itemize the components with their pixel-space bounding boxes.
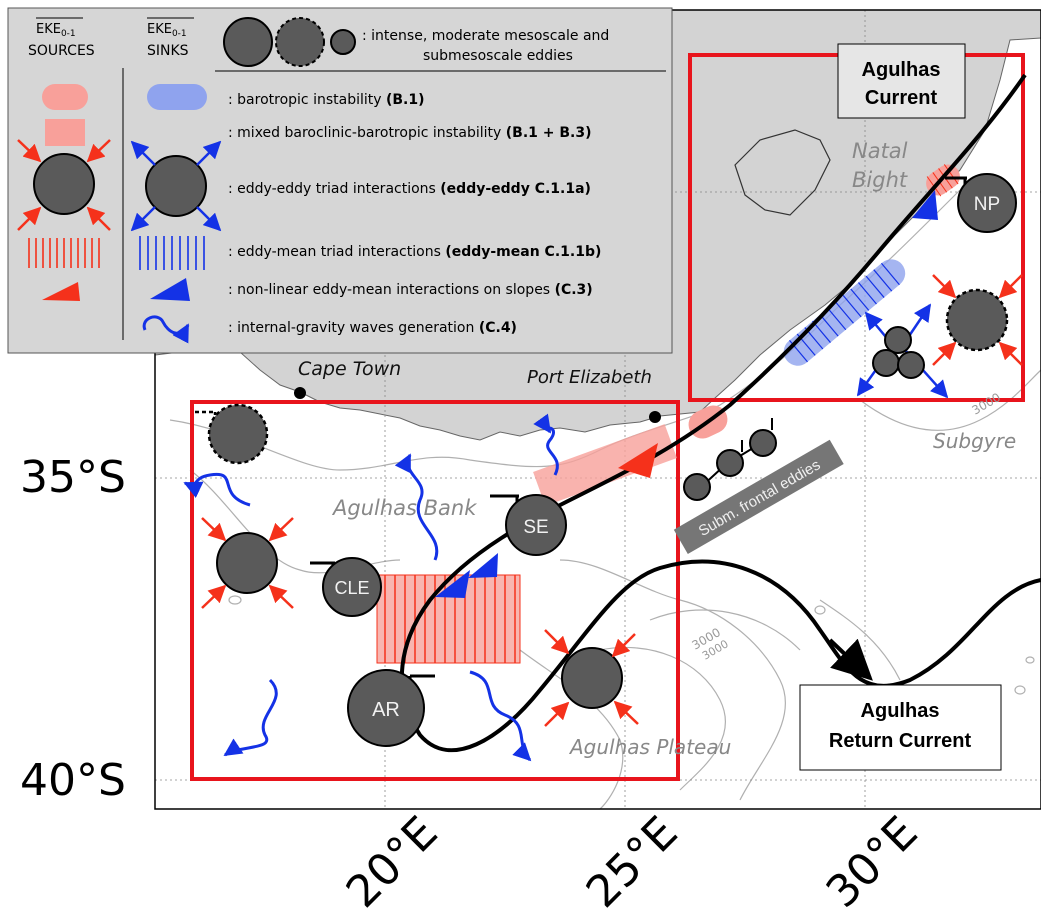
- lon-label-20e: 20°E: [337, 807, 448, 918]
- lat-label-35s: 35°S: [20, 452, 126, 503]
- legend-sink-slope-icon: [150, 278, 190, 301]
- slope-source-triangle: [618, 443, 658, 478]
- label-natal: Natal: [852, 139, 908, 163]
- moderate-eddy-natal: [932, 274, 1023, 366]
- eddy-np-label: NP: [974, 194, 1000, 215]
- lesotho-outline: [734, 129, 831, 216]
- label-port-elizabeth: Port Elizabeth: [527, 367, 652, 388]
- eddy-ar: AR: [347, 669, 435, 747]
- eddy-np: NP: [945, 173, 1017, 233]
- lat-label-40s: 40°S: [20, 755, 126, 806]
- legend-sink-eddy-mean-icon: [139, 236, 205, 270]
- legend-moderate-eddy-icon: [275, 17, 325, 67]
- legend-row-barotropic: : barotropic instability (B.1): [228, 92, 425, 108]
- sources-header-label: SOURCES: [28, 43, 95, 59]
- slope-sink-triangle-ar-2: [468, 553, 498, 578]
- agulhas-current-label-box: Agulhas Current: [837, 43, 966, 119]
- legend-row-waves: : internal-gravity waves generation (C.4…: [228, 320, 517, 336]
- legend-sink-triad-icon: [130, 140, 222, 232]
- internal-wave-4: [223, 678, 278, 757]
- slope-sink-triangle-ar-1: [435, 570, 470, 598]
- internal-waves: [183, 413, 559, 762]
- legend-source-barotropic-icon: [42, 84, 88, 110]
- lon-label-25e: 25°E: [577, 807, 688, 918]
- legend-intense-eddy-icon: [223, 17, 273, 67]
- legend-eddy-types-line1: : intense, moderate mesoscale and: [362, 28, 609, 44]
- eddy-ar-label: AR: [372, 699, 400, 721]
- legend-submeso-eddy-icon: [330, 29, 356, 55]
- internal-wave-5: [469, 670, 532, 762]
- agulhas-return-current-label-box: Agulhas Return Current: [799, 684, 1002, 771]
- agulhas-current-line2: Current: [865, 87, 938, 109]
- sinks-header-eke: EKE0-1: [147, 22, 187, 39]
- legend-row-eddy-mean: : eddy-mean triad interactions (eddy-mea…: [228, 244, 601, 260]
- internal-wave-3: [394, 453, 439, 561]
- moderate-eddy-southwest: [195, 403, 269, 465]
- region-box-retroflection: [190, 400, 680, 781]
- triad-eddies-natal: [856, 303, 949, 399]
- label-bight: Bight: [852, 168, 908, 192]
- label-agulhas-bank: Agulhas Bank: [331, 496, 477, 520]
- return-current-line2: Return Current: [829, 730, 972, 752]
- eddy-cle: CLE: [310, 557, 382, 617]
- legend-source-triad-icon: [17, 139, 111, 231]
- legend-eddy-types-line2: submesoscale eddies: [423, 48, 573, 64]
- frontal-eddies-label: Subm. frontal eddies: [696, 456, 824, 540]
- legend-row-mixed: : mixed baroclinic-barotropic instabilit…: [228, 125, 592, 141]
- intense-eddy-west: [201, 517, 294, 609]
- slope-sink-triangle-natal: [912, 190, 938, 220]
- legend-row-slopes: : non-linear eddy-mean interactions on s…: [228, 282, 593, 298]
- return-current-line1: Agulhas: [861, 700, 940, 722]
- lon-label-30e: 30°E: [817, 807, 928, 918]
- mixed-instability-patch: [533, 424, 677, 506]
- legend-source-slope-icon: [42, 282, 80, 301]
- legend-source-mixed-icon: [45, 119, 85, 146]
- legend-row-triad: : eddy-eddy triad interactions (eddy-edd…: [228, 181, 591, 197]
- sources-header-eke: EKE0-1: [36, 22, 76, 39]
- cape-town-marker: [294, 387, 306, 399]
- label-cape-town: Cape Town: [298, 358, 401, 380]
- port-elizabeth-marker: [649, 411, 661, 423]
- legend-panel: EKE0-1 SOURCES EKE0-1 SINKS : intense, m…: [7, 7, 673, 354]
- label-agulhas-plateau: Agulhas Plateau: [568, 735, 731, 759]
- legend-wave-icon: [142, 315, 190, 344]
- eddy-se: SE: [490, 494, 567, 556]
- eddy-cle-label: CLE: [334, 578, 369, 598]
- eddy-se-label: SE: [523, 517, 548, 538]
- internal-wave-1: [183, 472, 251, 507]
- intense-eddy-plateau: [544, 629, 639, 727]
- return-current-arrow: [828, 638, 873, 681]
- contour-label-1: 3000: [970, 390, 1003, 417]
- legend-sink-barotropic-icon: [147, 84, 207, 110]
- sinks-header-label: SINKS: [147, 43, 189, 59]
- legend-source-eddy-mean-icon: [28, 238, 100, 268]
- label-subgyre: Subgyre: [933, 429, 1016, 453]
- agulhas-current-line1: Agulhas: [862, 59, 941, 81]
- frontal-eddies-chain: [683, 418, 777, 501]
- internal-wave-2: [533, 413, 559, 476]
